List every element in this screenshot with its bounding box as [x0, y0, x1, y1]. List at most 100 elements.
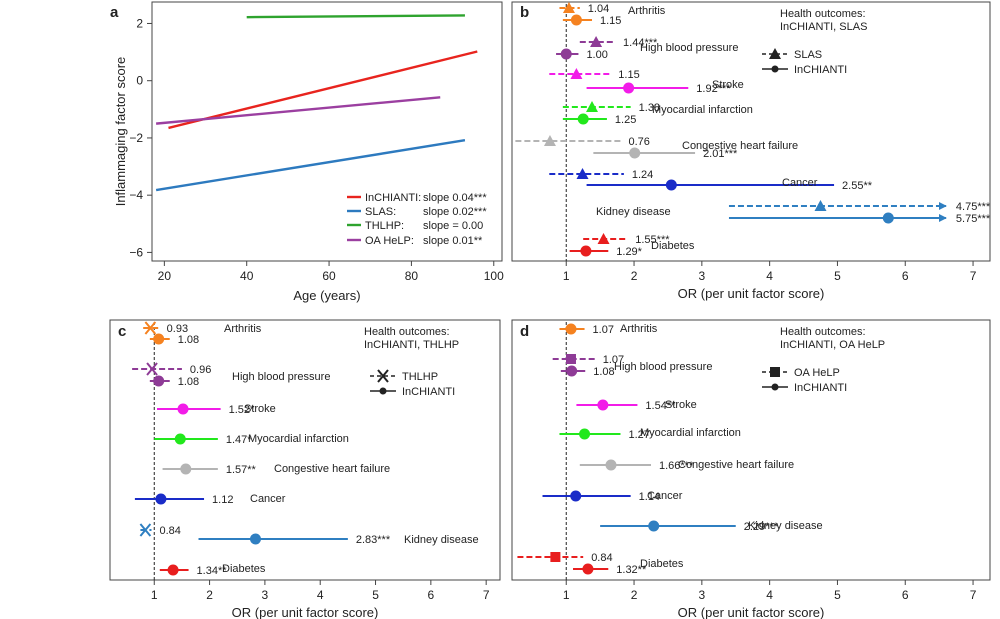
panel-c-value-ref-stroke: 1.52*	[229, 404, 255, 416]
panel-b-value-cmp-arthritis: 1.04	[588, 3, 609, 15]
panel-b-legend-subtitle: InCHIANTI, SLAS	[780, 21, 867, 33]
panel-c-outcome-label-myocardial-infarction: Myocardial infarction	[248, 433, 349, 445]
panel-b-value-cmp-stroke: 1.15	[618, 69, 639, 81]
panel-c-xtick-label: 2	[206, 588, 213, 602]
panel-c-value-cmp-high-blood-pressure: 0.96	[190, 364, 211, 376]
panel-d-label: d	[520, 323, 529, 340]
panel-b-outcome-label-kidney-disease: Kidney disease	[596, 206, 671, 218]
panel-b-xtick-label: 4	[766, 269, 773, 283]
panel-d-point-ref-congestive-heart-failure	[605, 459, 617, 471]
panel-b-point-cmp-stroke	[570, 68, 583, 79]
panel-d-point-ref-cancer	[570, 490, 582, 502]
panel-b-xtick-label: 7	[970, 269, 977, 283]
panel-a-legend-label: OA HeLP:	[365, 235, 414, 247]
panel-d-legend-ref-marker	[771, 383, 779, 391]
panel-b-outcome-label-high-blood-pressure: High blood pressure	[640, 42, 738, 54]
panel-d-point-ref-diabetes	[582, 563, 594, 575]
panel-d-legend-cmp-label: OA HeLP	[794, 367, 840, 379]
panel-d-value-ref-cancer: 1.14	[639, 491, 660, 503]
panel-c-outcome-label-high-blood-pressure: High blood pressure	[232, 371, 330, 383]
panel-c-value-ref-myocardial-infarction: 1.47*	[226, 434, 252, 446]
panel-b-legend-title: Health outcomes:	[780, 8, 866, 20]
panel-a-xtick-label: 100	[484, 269, 504, 283]
panel-c-point-ref-stroke	[177, 403, 189, 415]
panel-d-xtick-label: 1	[563, 588, 570, 602]
panel-b-outcome-label-cancer: Cancer	[782, 177, 818, 189]
panel-c-frame	[109, 319, 501, 581]
panel-d-outcome-label-congestive-heart-failure: Congestive heart failure	[678, 459, 794, 471]
panel-d-value-ref-high-blood-pressure: 1.08	[593, 366, 614, 378]
panel-d-frame	[511, 319, 991, 581]
panel-d-value-cmp-high-blood-pressure: 1.07	[603, 354, 624, 366]
panel-c-outcome-label-diabetes: Diabetes	[222, 563, 266, 575]
panel-d-point-ref-arthritis	[565, 323, 577, 335]
panel-c-legend-title: Health outcomes:	[364, 326, 450, 338]
panel-b-outcome-label-diabetes: Diabetes	[651, 240, 695, 252]
panel-b-label: b	[520, 4, 529, 21]
panel-a-line-thlhp	[246, 14, 465, 19]
panel-b-legend-ref-marker	[771, 65, 779, 73]
panel-b-point-cmp-diabetes	[597, 233, 610, 244]
panel-c-point-ref-cancer	[155, 493, 167, 505]
panel-a-frame	[151, 1, 503, 262]
panel-d-legend-cmp-marker	[770, 367, 780, 377]
panel-b-point-ref-kidney-disease	[882, 212, 894, 224]
panel-c-legend-ref-marker	[379, 387, 387, 395]
panel-d-value-ref-kidney-disease: 2.29***	[744, 521, 779, 533]
panel-a-legend-label: SLAS:	[365, 206, 396, 218]
panel-b-point-ref-diabetes	[580, 245, 592, 257]
panel-c-xtick-label: 6	[428, 588, 435, 602]
panel-a-legend-label: THLHP:	[365, 220, 404, 232]
panel-d-value-cmp-diabetes: 0.84	[591, 552, 612, 564]
panel-b-value-ref-diabetes: 1.29*	[616, 246, 642, 258]
panel-c-point-cmp-kidney-disease	[139, 523, 152, 537]
panel-c-point-cmp-arthritis	[144, 321, 157, 335]
panel-d-point-ref-myocardial-infarction	[579, 428, 591, 440]
panel-b-value-ref-cancer: 2.55**	[842, 180, 873, 192]
panel-c-outcome-label-cancer: Cancer	[250, 493, 286, 505]
panel-b-point-cmp-arthritis	[562, 2, 575, 13]
panel-d-point-ref-kidney-disease	[648, 520, 660, 532]
panel-c-xtick-label: 4	[317, 588, 324, 602]
panel-c-outcome-label-arthritis: Arthritis	[224, 323, 262, 335]
panel-a-ytick-label: 0	[136, 74, 143, 88]
panel-d-xtick-label: 3	[699, 588, 706, 602]
panel-a-line-inchianti	[168, 50, 478, 130]
panel-b-value-ref-myocardial-infarction: 1.25	[615, 114, 636, 126]
panel-d-point-cmp-diabetes	[550, 552, 561, 562]
panel-c-value-ref-congestive-heart-failure: 1.57**	[226, 464, 257, 476]
panel-d-outcome-label-myocardial-infarction: Myocardial infarction	[640, 427, 741, 439]
panel-a-line-slas	[155, 139, 466, 192]
panel-d-legend-title: Health outcomes:	[780, 326, 866, 338]
panel-b-xtick-label: 2	[631, 269, 638, 283]
panel-b-value-cmp-diabetes: 1.55***	[635, 234, 670, 246]
panel-d-xtick-label: 2	[631, 588, 638, 602]
panel-b-point-cmp-cancer	[576, 168, 589, 179]
panel-b-xtick-label: 1	[563, 269, 570, 283]
panel-b-frame	[511, 1, 991, 262]
panel-c-point-ref-high-blood-pressure	[153, 375, 165, 387]
panel-b-legend-ref-label: InCHIANTI	[794, 64, 847, 76]
panel-d-point-cmp-high-blood-pressure	[565, 354, 576, 364]
panel-b-value-cmp-myocardial-infarction: 1.38	[639, 102, 660, 114]
panel-a-label: a	[110, 4, 119, 21]
panel-c-value-cmp-kidney-disease: 0.84	[159, 525, 180, 537]
panel-b-value-cmp-kidney-disease: 4.75***	[956, 201, 991, 213]
panel-c-xtick-label: 1	[151, 588, 158, 602]
panel-b-xtick-label: 6	[902, 269, 909, 283]
panel-b-outcome-label-stroke: Stroke	[712, 79, 744, 91]
panel-c-value-cmp-arthritis: 0.93	[167, 323, 188, 335]
panel-b-xtick-label: 3	[699, 269, 706, 283]
panel-b-xlabel: OR (per unit factor score)	[678, 286, 825, 301]
panel-c-label: c	[118, 323, 126, 340]
panel-d-value-ref-arthritis: 1.07	[593, 324, 614, 336]
panel-a-ytick-label: −6	[129, 245, 143, 259]
panel-d-outcome-label-high-blood-pressure: High blood pressure	[614, 361, 712, 373]
panel-a-legend-slope: slope 0.04***	[423, 192, 487, 204]
panel-d-point-ref-high-blood-pressure	[566, 365, 578, 377]
panel-a-xtick-label: 40	[240, 269, 254, 283]
panel-d-outcome-label-kidney-disease: Kidney disease	[748, 520, 823, 532]
panel-b-value-ref-arthritis: 1.15	[600, 15, 621, 27]
panel-a-legend-slope: slope 0.02***	[423, 206, 487, 218]
panel-b-value-cmp-cancer: 1.24	[632, 169, 653, 181]
